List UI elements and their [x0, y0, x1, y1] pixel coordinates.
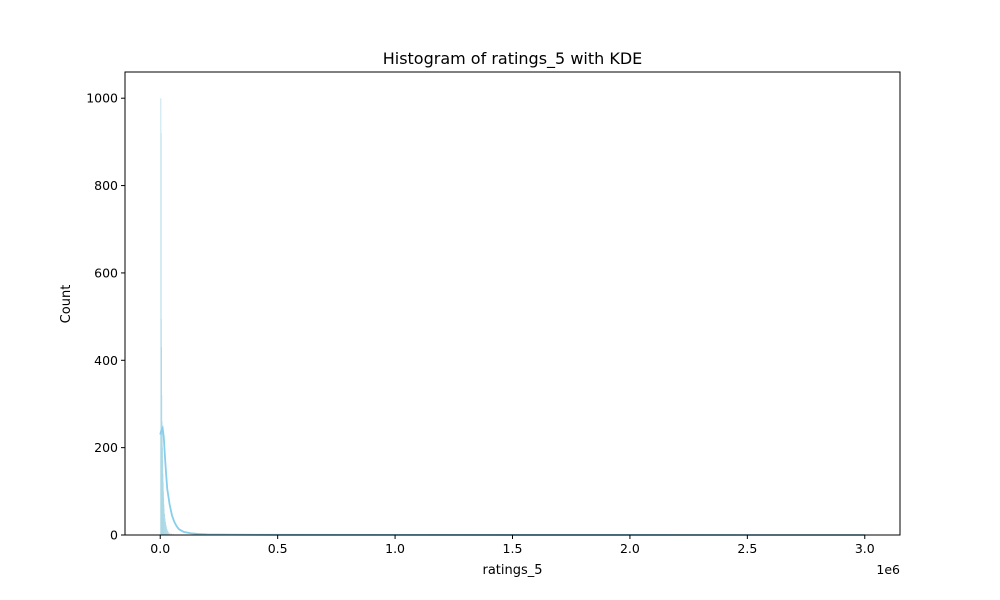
histogram-bar-24: [169, 533, 171, 535]
y-axis-label: Count: [59, 285, 74, 324]
histogram-bar-23: [168, 532, 170, 535]
histogram-bar-18: [165, 521, 166, 535]
chart-title: Histogram of ratings_5 with KDE: [383, 49, 643, 69]
histogram-bars: [160, 98, 178, 536]
x-tick-label-5: 2.5: [737, 541, 757, 556]
x-tick-label-4: 2.0: [620, 541, 640, 556]
histogram-bar-21: [166, 529, 168, 535]
x-axis-offset-label: 1e6: [876, 562, 900, 577]
histogram-bar-16: [164, 514, 166, 535]
y-tick-label-4: 800: [94, 178, 118, 193]
histogram-bar-20: [166, 527, 167, 535]
y-axis-ticks: 0 200 400 600 800 1000: [86, 91, 125, 543]
x-tick-label-3: 1.5: [503, 541, 523, 556]
y-tick-label-5: 1000: [86, 91, 118, 106]
histogram-bar-25: [171, 533, 172, 535]
histogram-bar-17: [164, 518, 166, 535]
y-tick-label-0: 0: [110, 528, 118, 543]
x-tick-label-6: 3.0: [855, 541, 875, 556]
histogram-bar-22: [167, 531, 169, 535]
x-tick-label-0: 0.0: [150, 541, 170, 556]
y-tick-label-1: 200: [94, 440, 118, 455]
x-axis-ticks: 0.0 0.5 1.0 1.5 2.0 2.5 3.0: [150, 535, 875, 556]
y-tick-label-2: 400: [94, 353, 118, 368]
x-tick-label-1: 0.5: [268, 541, 288, 556]
histogram-bar-19: [165, 524, 167, 535]
x-tick-label-2: 1.0: [385, 541, 405, 556]
y-tick-label-3: 600: [94, 265, 118, 280]
histogram-bar-15: [163, 508, 165, 535]
x-axis-label: ratings_5: [482, 563, 542, 578]
